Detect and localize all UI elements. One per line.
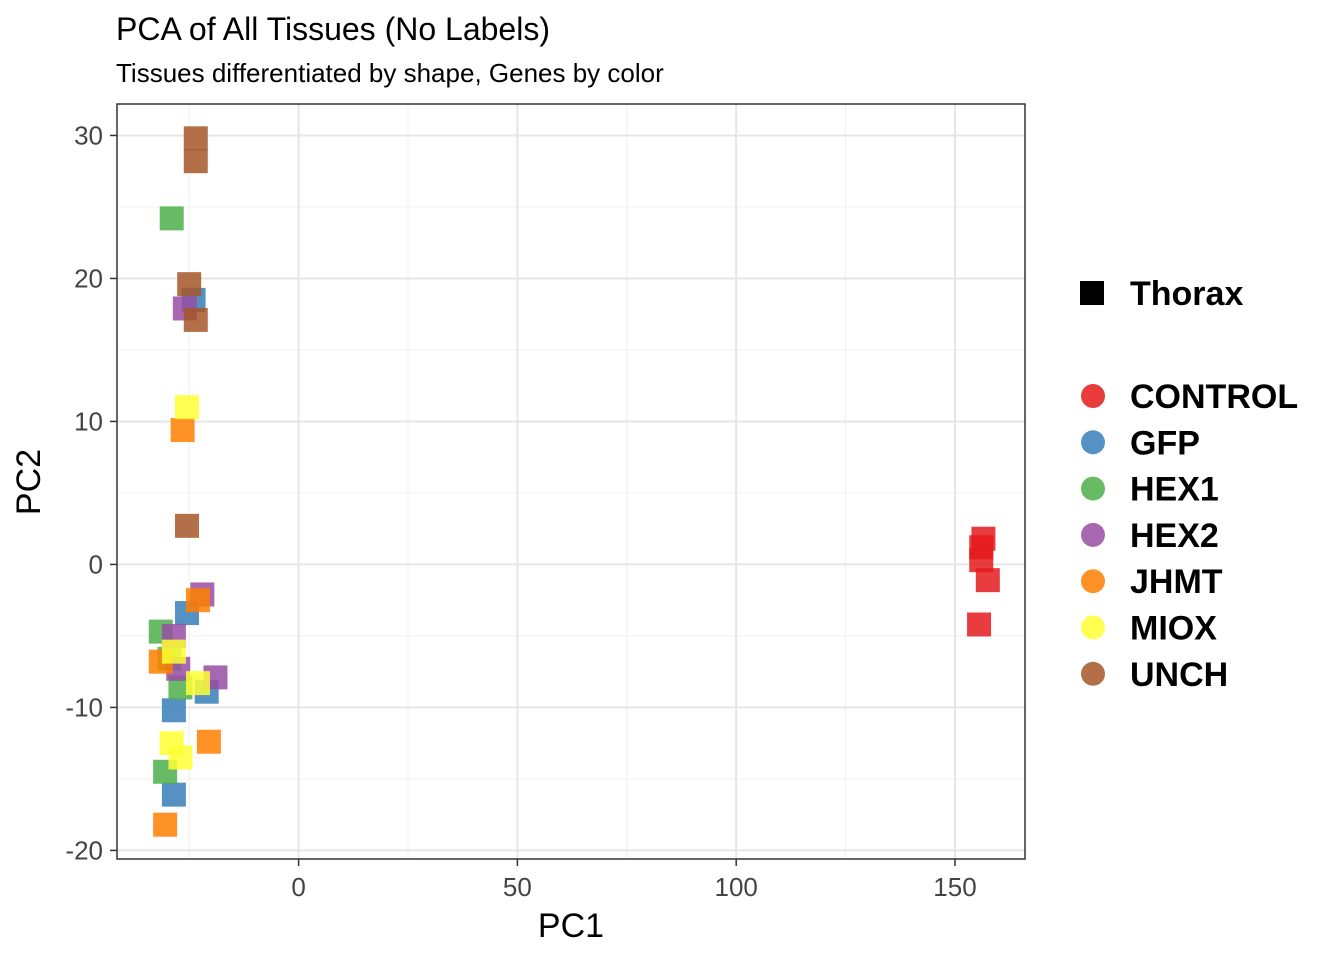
chart-title: PCA of All Tissues (No Labels) xyxy=(116,11,550,47)
point-miox xyxy=(161,639,186,664)
major-gridlines xyxy=(117,104,1025,859)
plot-panel xyxy=(117,104,1025,859)
point-unch xyxy=(183,307,208,332)
y-tick-label: 0 xyxy=(89,549,103,579)
x-tick-label: 150 xyxy=(933,872,976,902)
legend-key-hex1-icon xyxy=(1081,476,1105,501)
legend-key-jhmt-icon xyxy=(1081,569,1105,594)
point-unch xyxy=(183,149,208,174)
point-miox xyxy=(185,671,210,696)
legend-key-gfp-icon xyxy=(1081,430,1105,455)
point-control xyxy=(975,568,1000,593)
point-control xyxy=(969,548,994,573)
legend-label-unch: UNCH xyxy=(1130,656,1228,694)
legend-label-jhmt: JHMT xyxy=(1130,563,1223,601)
x-tick-label: 0 xyxy=(291,872,305,902)
legend-label-thorax: Thorax xyxy=(1130,275,1243,313)
color-legend: CONTROL GFP HEX1 HEX2 JHMT MIOX UNCH xyxy=(1081,378,1298,694)
legend-key-control-icon xyxy=(1081,384,1105,408)
point-unch xyxy=(183,126,208,151)
legend-key-unch-icon xyxy=(1081,661,1105,686)
x-axis-title: PC1 xyxy=(538,907,604,945)
point-hex1 xyxy=(159,206,184,231)
point-gfp xyxy=(161,782,186,807)
point-gfp xyxy=(161,698,186,723)
y-axis-ticks: -20 -10 0 10 20 30 xyxy=(65,120,117,865)
x-axis-ticks: 0 50 100 150 xyxy=(291,859,977,902)
x-tick-label: 50 xyxy=(503,872,532,902)
plot-border xyxy=(116,103,1026,860)
legend-key-hex2-icon xyxy=(1081,522,1105,547)
point-jhmt xyxy=(185,588,210,613)
y-tick-label: -20 xyxy=(65,835,103,865)
point-unch xyxy=(177,272,202,297)
y-axis-title: PC2 xyxy=(10,449,48,515)
y-tick-label: -10 xyxy=(65,692,103,722)
point-jhmt xyxy=(170,418,195,443)
legend-square-icon xyxy=(1080,281,1104,305)
x-tick-label: 100 xyxy=(714,872,757,902)
legend-label-gfp: GFP xyxy=(1130,424,1200,462)
legend-label-hex2: HEX2 xyxy=(1130,517,1219,555)
shape-legend: Thorax xyxy=(1080,275,1243,313)
chart-subtitle: Tissues differentiated by shape, Genes b… xyxy=(116,58,664,88)
point-unch xyxy=(175,513,200,538)
legend-key-miox-icon xyxy=(1081,615,1105,640)
point-miox xyxy=(175,395,200,420)
point-jhmt xyxy=(196,729,221,754)
y-tick-label: 10 xyxy=(74,406,103,436)
point-control xyxy=(967,612,992,637)
point-jhmt xyxy=(153,812,178,837)
y-tick-label: 20 xyxy=(74,263,103,293)
legend-label-miox: MIOX xyxy=(1130,610,1217,648)
legend-label-hex1: HEX1 xyxy=(1130,471,1219,509)
minor-gridlines xyxy=(117,104,1025,859)
point-miox xyxy=(168,745,193,770)
data-points xyxy=(148,126,1000,837)
y-tick-label: 30 xyxy=(74,120,103,150)
legend-label-control: CONTROL xyxy=(1130,378,1298,416)
